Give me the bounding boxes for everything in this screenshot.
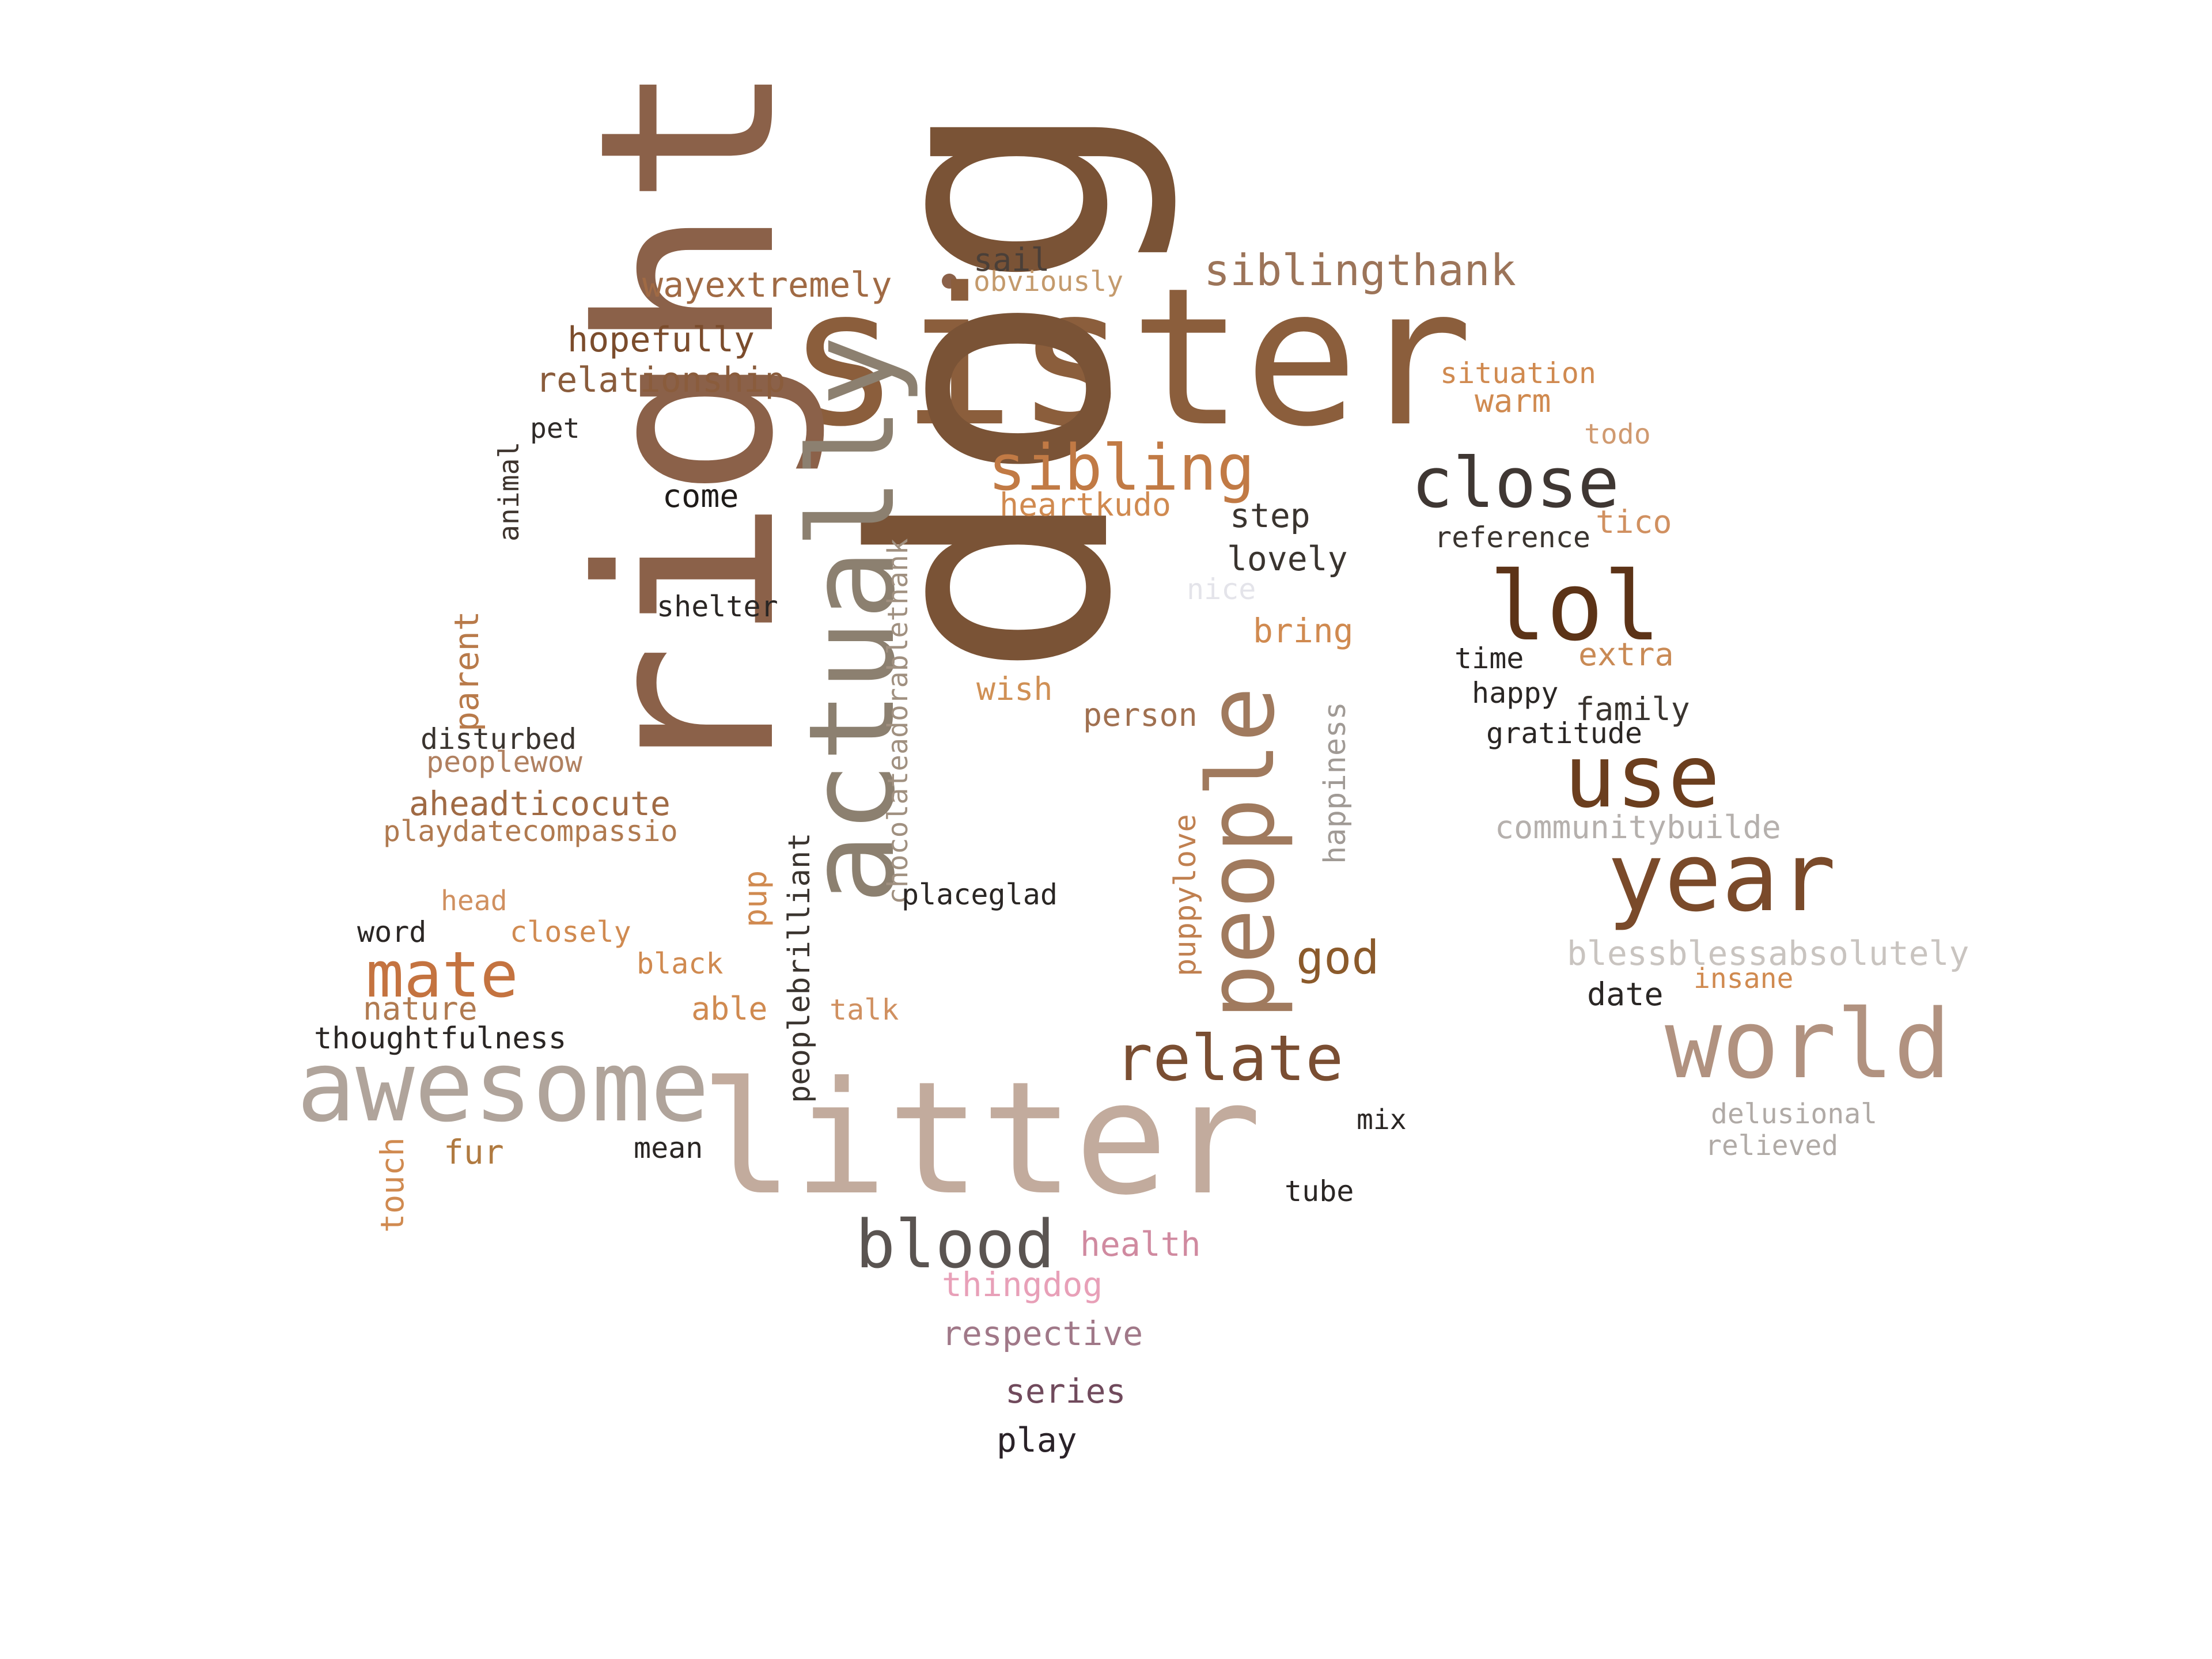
word-placeglad: placeglad (902, 878, 1058, 911)
word-date: date (1587, 976, 1663, 1013)
word-mix: mix (1357, 1104, 1407, 1136)
cloud-dot (942, 274, 957, 289)
word-shelter: shelter (657, 590, 778, 623)
word-awesome: awesome (297, 1030, 709, 1144)
word-hopefully: hopefully (567, 320, 755, 360)
word-communitybuilde: communitybuilde (1495, 809, 1781, 846)
word-family: family (1575, 691, 1690, 728)
word-series: series (1005, 1372, 1126, 1411)
word-bring: bring (1253, 611, 1354, 650)
word-sail: sail (974, 241, 1050, 278)
word-thingdog: thingdog (942, 1265, 1103, 1304)
word-talk: talk (830, 993, 899, 1027)
word-nature: nature (363, 990, 478, 1027)
word-obviously: obviously (974, 266, 1123, 298)
word-heartkudo: heartkudo (999, 486, 1171, 523)
word-year: year (1607, 822, 1836, 933)
word-animal: animal (493, 442, 525, 541)
word-head: head (441, 885, 507, 917)
word-sister: sister (786, 247, 1473, 468)
word-mate: mate (366, 938, 518, 1012)
word-parent: parent (447, 611, 486, 732)
word-fur: fur (444, 1132, 504, 1172)
word-siblingthank: siblingthank (1204, 245, 1516, 296)
word-relieved: relieved (1705, 1130, 1838, 1162)
word-mean: mean (634, 1131, 703, 1165)
word-step: step (1230, 496, 1310, 535)
word-insane: insane (1694, 963, 1793, 995)
word-todo: todo (1584, 418, 1651, 450)
word-tube: tube (1285, 1175, 1354, 1208)
word-aheadticocute: aheadticocute (409, 784, 671, 823)
word-gratitude: gratitude (1486, 717, 1642, 750)
word-touch: touch (374, 1137, 411, 1233)
word-happy: happy (1472, 676, 1559, 710)
word-dog: dog (807, 97, 1183, 680)
word-god: god (1296, 931, 1380, 984)
word-time: time (1455, 642, 1524, 675)
word-blessblessabsolutely: blessblessabsolutely (1567, 934, 1969, 973)
word-pet: pet (530, 412, 580, 445)
word-disturbed: disturbed (421, 722, 577, 756)
word-world: world (1665, 989, 1951, 1100)
word-happiness: happiness (1318, 702, 1353, 864)
word-come: come (662, 478, 738, 514)
word-nice: nice (1187, 573, 1256, 606)
word-pup: pup (737, 870, 774, 927)
word-playdatecompassio: playdatecompassio (383, 815, 678, 848)
word-tico: tico (1596, 503, 1672, 540)
word-blood: blood (855, 1206, 1055, 1283)
word-wish: wish (976, 671, 1052, 707)
word-lovely: lovely (1227, 539, 1348, 578)
word-black: black (637, 947, 724, 980)
word-warm: warm (1475, 382, 1551, 419)
word-right: right (548, 61, 830, 789)
word-litter: litter (700, 1048, 1262, 1229)
word-relationship: relationship (536, 360, 785, 400)
word-actually: actually (784, 336, 921, 904)
word-sibling: sibling (988, 431, 1255, 505)
word-chocolateadorablethank: chocolateadorablethank (882, 538, 914, 904)
word-closely: closely (510, 915, 631, 949)
word-reference: reference (1434, 521, 1590, 554)
word-peoplewow: peoplewow (426, 745, 583, 779)
word-respective: respective (942, 1314, 1143, 1353)
word-situation: situation (1440, 357, 1596, 390)
word-extra: extra (1578, 636, 1674, 673)
word-people: people (1187, 687, 1295, 1020)
word-play: play (997, 1421, 1077, 1460)
word-wayextremely: wayextremely (642, 265, 892, 305)
word-peoplebrilliant: peoplebrilliant (782, 832, 817, 1103)
word-use: use (1564, 727, 1720, 827)
word-person: person (1083, 696, 1198, 733)
word-thoughtfulness: thoughtfulness (314, 1021, 566, 1056)
word-lol: lol (1489, 551, 1661, 662)
word-close: close (1411, 444, 1619, 524)
word-puppylove: puppylove (1168, 814, 1203, 976)
word-word: word (357, 915, 426, 949)
word-health: health (1080, 1225, 1201, 1264)
word-relate: relate (1115, 1021, 1343, 1095)
word-able: able (691, 990, 767, 1027)
word-delusional: delusional (1711, 1098, 1877, 1130)
